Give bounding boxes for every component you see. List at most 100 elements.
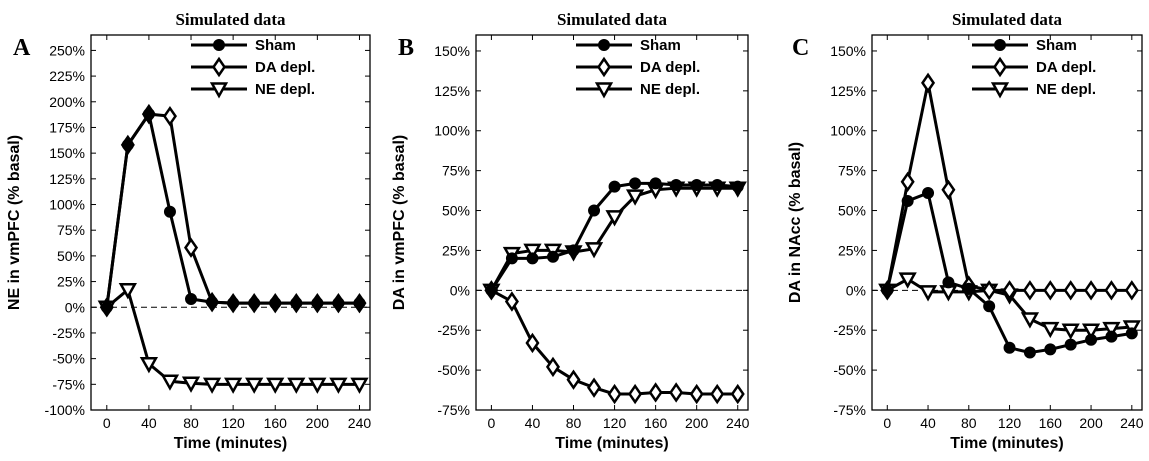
data-point-triangle-down (287, 377, 306, 394)
plot-frame (871, 34, 1143, 411)
y-tick-label: 175% (49, 119, 85, 135)
x-tick-label: 40 (525, 415, 541, 431)
data-point-circle (311, 297, 324, 310)
x-tick-label: 80 (183, 415, 199, 431)
data-point-triangle-down (1081, 323, 1101, 340)
legend-label: Sham (255, 37, 296, 54)
data-point-diamond (1124, 280, 1139, 301)
legend-entry: DA depl. (576, 56, 700, 78)
data-point-diamond (1063, 280, 1078, 301)
data-point-triangle-down (329, 377, 348, 394)
legend-marker-diamond (211, 56, 227, 78)
data-point-triangle-down (266, 377, 285, 394)
data-point-diamond (941, 179, 956, 200)
y-tick-label: 50% (57, 248, 85, 264)
data-point-circle (1085, 333, 1098, 346)
data-point-circle (353, 297, 366, 310)
y-tick-label: 25% (442, 242, 470, 258)
data-point-circle (983, 300, 996, 313)
y-tick-label: -100% (45, 402, 85, 418)
x-tick-label: 0 (103, 415, 111, 431)
data-point-triangle-down (605, 210, 624, 227)
data-point-circle (942, 276, 955, 289)
y-tick-label: 250% (49, 42, 85, 58)
x-tick-label: 200 (1079, 415, 1103, 431)
data-point-circle (505, 252, 518, 265)
x-tick-label: 120 (998, 415, 1022, 431)
x-tick-label: 160 (644, 415, 668, 431)
x-tick-label: 0 (487, 415, 495, 431)
y-tick-label: -25% (833, 322, 866, 338)
series-line-circle (105, 112, 360, 308)
x-tick-label: 120 (221, 415, 245, 431)
data-point-circle (567, 244, 580, 257)
data-point-triangle-down (523, 243, 542, 260)
x-tick-label: 240 (1120, 415, 1144, 431)
data-point-circle (206, 296, 219, 309)
data-point-circle (922, 186, 935, 199)
x-tick-label: 160 (1039, 415, 1063, 431)
data-point-triangle-down (181, 376, 201, 393)
legend-label: Sham (1036, 37, 1077, 54)
data-point-diamond (162, 105, 177, 127)
y-tick-label: 50% (838, 203, 866, 219)
x-tick-label: 240 (726, 415, 750, 431)
data-point-diamond (566, 369, 581, 390)
legend-marker-diamond (992, 56, 1008, 78)
data-point-circle (731, 180, 744, 193)
y-tick-label: 200% (49, 94, 85, 110)
y-tick-label: 50% (442, 203, 470, 219)
series-line-diamond (885, 81, 1132, 292)
legend-marker-triangle-down (209, 82, 229, 99)
data-point-circle (332, 297, 345, 310)
data-point-circle (608, 180, 621, 193)
data-point-diamond (607, 383, 622, 405)
data-point-diamond (587, 377, 602, 398)
data-point-triangle-down (1102, 321, 1121, 339)
x-tick-label: 40 (141, 415, 157, 431)
y-tick-label: 0% (450, 282, 470, 298)
data-point-triangle-down (1020, 312, 1040, 329)
legend-label: NE depl. (640, 81, 700, 98)
y-tick-label: -50% (437, 362, 470, 378)
data-point-diamond (1002, 280, 1017, 301)
panel-letter: C (792, 35, 809, 61)
data-point-triangle-down (139, 357, 159, 374)
legend-entry: Sham (191, 37, 296, 54)
data-point-circle (962, 282, 975, 295)
data-point-circle (227, 297, 240, 310)
x-axis-label: Time (minutes) (555, 435, 669, 452)
data-point-triangle-down (118, 283, 137, 300)
chart-title: Simulated data (557, 10, 668, 29)
data-point-triangle-down (1061, 323, 1080, 340)
x-tick-label: 40 (920, 415, 936, 431)
x-tick-label: 200 (685, 415, 709, 431)
y-axis-label: NE in vmPFC (% basal) (6, 135, 23, 310)
y-tick-label: -50% (52, 351, 85, 367)
series-line-triangle-down (490, 186, 738, 292)
x-tick-label: 240 (348, 415, 372, 431)
y-tick-label: 100% (49, 197, 85, 213)
data-point-diamond (1104, 280, 1119, 301)
legend-marker-circle (994, 39, 1006, 51)
legend-marker-triangle-down (990, 82, 1010, 99)
plot-frame (90, 34, 371, 411)
data-point-circle (269, 297, 282, 310)
chart-panel-b: Simulated data B -75% -50% -25% 0% 25% 50% 75% 10… (391, 10, 750, 452)
data-point-circle (121, 138, 134, 151)
y-tick-label: 75% (442, 163, 470, 179)
x-tick-label: 80 (961, 415, 977, 431)
data-point-diamond (504, 291, 519, 312)
data-point-diamond (730, 383, 745, 405)
data-point-diamond (184, 237, 199, 258)
y-tick-label: 225% (49, 68, 85, 84)
y-tick-label: -75% (52, 376, 85, 392)
data-point-circle (670, 179, 683, 191)
data-point-triangle-down (625, 189, 645, 206)
data-point-diamond (545, 356, 560, 378)
y-tick-label: 125% (434, 83, 470, 99)
data-point-circle (485, 284, 498, 297)
y-tick-label: 150% (49, 145, 85, 161)
data-point-circle (711, 179, 724, 191)
